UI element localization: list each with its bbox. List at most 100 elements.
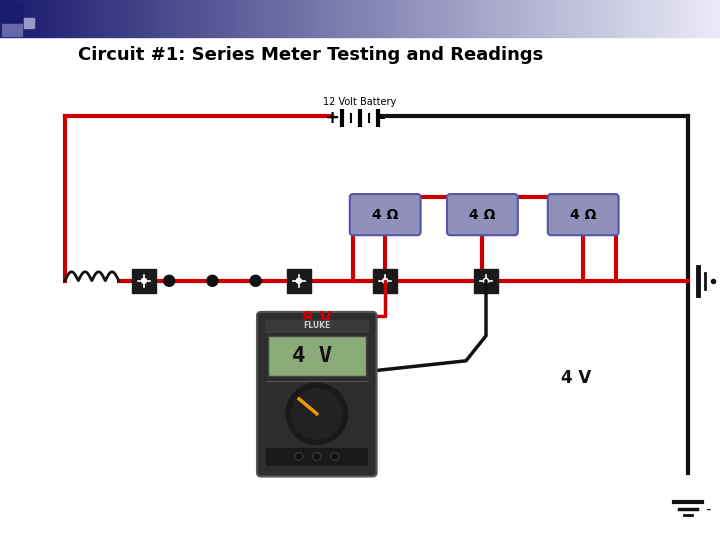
Bar — [346, 0, 349, 37]
Bar — [162, 0, 166, 37]
Bar — [112, 0, 115, 37]
Bar — [144, 0, 148, 37]
Bar — [619, 0, 623, 37]
Bar — [234, 0, 238, 37]
Bar — [266, 448, 368, 465]
Bar — [540, 0, 544, 37]
Bar — [659, 0, 662, 37]
Bar — [716, 0, 720, 37]
Bar — [169, 0, 173, 37]
Bar — [626, 0, 630, 37]
Bar — [565, 0, 569, 37]
Bar — [688, 0, 691, 37]
Bar — [205, 0, 209, 37]
Bar — [248, 0, 252, 37]
Bar — [587, 0, 590, 37]
Bar — [317, 0, 320, 37]
Bar — [29, 0, 32, 37]
Bar — [277, 0, 281, 37]
Bar — [324, 0, 328, 37]
Bar — [562, 0, 565, 37]
Bar — [580, 0, 583, 37]
Bar — [536, 0, 540, 37]
Text: 4 V: 4 V — [561, 369, 591, 387]
Bar — [630, 0, 634, 37]
Bar — [474, 269, 498, 293]
Bar — [475, 0, 479, 37]
Bar — [302, 0, 306, 37]
Bar — [216, 0, 220, 37]
Bar — [590, 0, 594, 37]
Bar — [713, 0, 716, 37]
Bar — [472, 0, 475, 37]
Bar — [446, 0, 450, 37]
Bar — [97, 0, 101, 37]
Bar — [292, 0, 295, 37]
Bar — [425, 0, 428, 37]
Text: 4 Ω: 4 Ω — [469, 208, 495, 221]
Bar — [572, 0, 576, 37]
Bar — [338, 0, 342, 37]
Bar — [634, 0, 637, 37]
Bar — [414, 0, 418, 37]
Text: 8 V: 8 V — [302, 309, 332, 328]
Bar — [666, 0, 670, 37]
Bar — [284, 0, 288, 37]
Bar — [212, 0, 216, 37]
Bar — [695, 0, 698, 37]
Bar — [684, 0, 688, 37]
Circle shape — [297, 454, 301, 459]
Bar — [223, 0, 227, 37]
Bar — [515, 0, 518, 37]
Bar — [50, 0, 54, 37]
Bar — [490, 0, 493, 37]
Bar — [464, 0, 468, 37]
Bar — [605, 0, 608, 37]
Bar — [378, 0, 382, 37]
Bar — [140, 0, 144, 37]
Bar — [148, 0, 151, 37]
FancyBboxPatch shape — [257, 312, 377, 476]
Bar — [526, 0, 529, 37]
Bar — [94, 0, 97, 37]
Circle shape — [315, 454, 319, 459]
Bar — [544, 0, 547, 37]
Bar — [119, 0, 122, 37]
Bar — [410, 0, 414, 37]
Bar — [702, 0, 706, 37]
Bar — [137, 0, 140, 37]
Bar — [166, 0, 169, 37]
Bar — [22, 0, 25, 37]
Bar — [493, 0, 497, 37]
Bar — [108, 0, 112, 37]
Bar — [598, 0, 601, 37]
Circle shape — [333, 454, 337, 459]
Bar — [133, 0, 137, 37]
Bar — [522, 0, 526, 37]
Bar — [331, 0, 335, 37]
Bar — [184, 0, 187, 37]
Bar — [612, 0, 616, 37]
Bar — [313, 0, 317, 37]
Text: 4 Ω: 4 Ω — [570, 208, 596, 221]
Bar — [245, 0, 248, 37]
Bar — [547, 0, 551, 37]
Bar — [43, 0, 47, 37]
Bar — [482, 0, 486, 37]
Bar — [24, 18, 34, 28]
Bar — [400, 0, 403, 37]
Bar — [432, 0, 436, 37]
Bar — [371, 0, 374, 37]
Text: Circuit #1: Series Meter Testing and Readings: Circuit #1: Series Meter Testing and Rea… — [78, 46, 544, 64]
Bar — [76, 0, 79, 37]
Bar — [644, 0, 648, 37]
Bar — [601, 0, 605, 37]
Bar — [407, 0, 410, 37]
Bar — [673, 0, 677, 37]
Bar — [58, 0, 61, 37]
Bar — [18, 0, 22, 37]
Bar — [504, 0, 508, 37]
Bar — [623, 0, 626, 37]
Bar — [497, 0, 500, 37]
Bar — [151, 0, 155, 37]
